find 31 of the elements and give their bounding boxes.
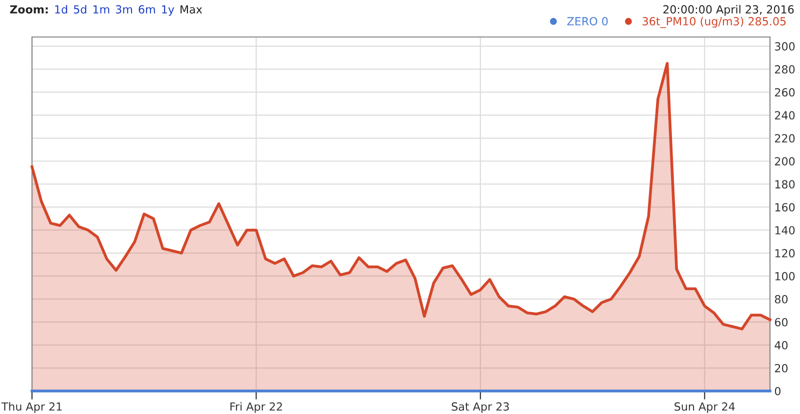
y-tick-label: 280 xyxy=(774,65,795,74)
text: Zoom: xyxy=(10,5,48,14)
text: 20:00:00 April 23, 2016 xyxy=(663,4,794,16)
y-tick-label: 180 xyxy=(775,180,795,188)
y-tick-label: 120 xyxy=(775,249,795,258)
legend-label: ZERO 0 xyxy=(567,17,608,26)
x-tick-label: Fri Apr 22 xyxy=(230,402,282,413)
y-tick-label: 240 xyxy=(774,111,795,120)
y-tick-label: 220 xyxy=(774,134,795,143)
text: 6m xyxy=(138,5,155,14)
x-tick-label: Sun Apr 24 xyxy=(674,402,735,413)
y-tick-label: 200 xyxy=(774,157,795,166)
y-tick-label: 260 xyxy=(774,88,795,97)
y-tick-label: 300 xyxy=(775,42,795,51)
text: 3m xyxy=(116,5,132,14)
y-tick-label: 80 xyxy=(774,295,788,304)
y-tick-label: 160 xyxy=(775,203,795,212)
y-tick-label: 60 xyxy=(774,318,788,326)
text: 1y xyxy=(162,5,174,16)
text: 5d xyxy=(74,4,86,14)
y-tick-label: 140 xyxy=(775,226,795,234)
y-tick-label: 40 xyxy=(774,341,788,350)
legend-label: 36t_PM10 (ug/m3) 285.05 xyxy=(642,16,786,28)
y-tick-label: 0 xyxy=(774,386,780,396)
y-tick-label: 100 xyxy=(775,272,795,280)
text: 1m xyxy=(93,5,110,14)
text: 1d xyxy=(55,4,68,14)
y-tick-label: 20 xyxy=(774,364,788,372)
x-tick-label: Sat Apr 23 xyxy=(452,402,509,413)
text: Max xyxy=(180,5,202,14)
x-tick-label: Thu Apr 21 xyxy=(1,402,62,413)
